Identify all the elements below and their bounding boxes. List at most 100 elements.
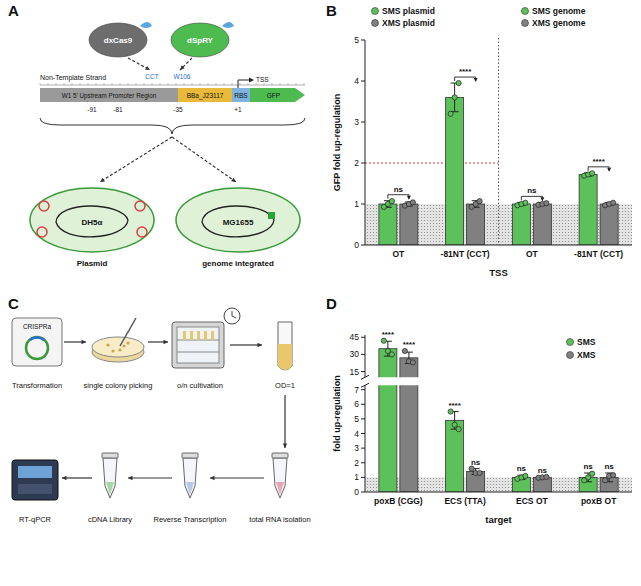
qpcr-machine bbox=[12, 460, 58, 500]
axes: 012345 bbox=[354, 35, 632, 250]
y-axis-title: GFP fold up-regulation bbox=[332, 94, 342, 191]
strand-tick bbox=[160, 83, 161, 85]
y-tick-label: 0 bbox=[354, 487, 359, 497]
significance-label: ns bbox=[394, 185, 404, 194]
arrow-head bbox=[81, 340, 86, 344]
colony bbox=[111, 349, 114, 352]
y-tick bbox=[361, 245, 365, 246]
y-tick bbox=[361, 404, 365, 405]
y-tick-label: 5 bbox=[354, 414, 359, 424]
replicate-point bbox=[544, 201, 549, 206]
y-tick-label: 4 bbox=[354, 76, 359, 86]
replicate-point bbox=[469, 466, 474, 471]
y-tick bbox=[361, 371, 365, 372]
y-tick bbox=[361, 492, 365, 493]
legend-label: SMS bbox=[577, 337, 596, 347]
panel-label: A bbox=[8, 2, 19, 19]
group-divider bbox=[498, 38, 499, 245]
arrow bbox=[62, 476, 92, 480]
category-label: poxB OT bbox=[581, 496, 617, 506]
y-tick bbox=[361, 163, 365, 164]
step-label: cDNA Library bbox=[88, 515, 132, 524]
significance-label: ns bbox=[538, 466, 548, 475]
legend-label: SMS genome bbox=[532, 6, 586, 16]
plasmid-icon bbox=[26, 337, 48, 359]
arrow-line bbox=[128, 58, 150, 70]
od-culture bbox=[278, 344, 292, 370]
colony bbox=[118, 348, 121, 351]
legend-marker bbox=[522, 8, 529, 15]
replicate-point bbox=[611, 473, 616, 478]
chart: Bns****ns****OT-81NT (CCT)OT-81NT (CCT)0… bbox=[326, 2, 632, 278]
brace bbox=[40, 118, 305, 134]
y-tick-label: 2 bbox=[354, 158, 359, 168]
pick-tip bbox=[120, 318, 136, 346]
strand-tick bbox=[288, 83, 289, 85]
position-label: -81 bbox=[113, 106, 123, 113]
y-tick bbox=[361, 448, 365, 449]
axis-break-mark bbox=[361, 375, 369, 379]
y-tick bbox=[361, 418, 365, 419]
chromosome bbox=[202, 206, 274, 237]
strand-tick bbox=[200, 83, 201, 85]
region-label: BBa_J23117 bbox=[187, 92, 224, 100]
strand-tick bbox=[120, 83, 121, 85]
x-axis-title: TSS bbox=[489, 267, 507, 278]
replicate-point bbox=[452, 95, 457, 100]
replicate-point bbox=[448, 111, 453, 116]
y-axis bbox=[365, 335, 366, 377]
y-tick bbox=[361, 433, 365, 434]
replicate-point bbox=[523, 200, 528, 205]
y-tick bbox=[361, 354, 365, 355]
tube-content bbox=[276, 482, 284, 495]
incubator-window bbox=[177, 327, 219, 363]
arrow-head bbox=[257, 343, 262, 347]
arrow-line bbox=[284, 395, 285, 448]
tube bbox=[103, 458, 117, 498]
strand-tick bbox=[48, 83, 49, 85]
arrow bbox=[100, 137, 172, 182]
y-axis bbox=[365, 40, 366, 245]
y-axis bbox=[365, 385, 366, 492]
strand-tick bbox=[88, 83, 89, 85]
strand-tick bbox=[96, 83, 97, 85]
plasmid bbox=[137, 227, 147, 237]
bar bbox=[446, 420, 464, 492]
figure: AdxCas9dSpRYNon-Template StrandCCTW106W1… bbox=[0, 0, 641, 586]
arrow-head bbox=[62, 476, 67, 480]
error-bar bbox=[451, 83, 459, 112]
clock bbox=[224, 308, 240, 324]
arrow bbox=[210, 476, 264, 480]
strand-tick bbox=[232, 83, 233, 85]
tube-content bbox=[106, 482, 114, 495]
significance-bracket bbox=[521, 196, 542, 200]
arrow-line bbox=[230, 344, 262, 345]
protein-label: dxCas9 bbox=[104, 36, 133, 45]
strand-tick bbox=[296, 83, 297, 85]
panel-c: CCRISPRaTransformationsingle colony pick… bbox=[8, 295, 311, 524]
replicate-point bbox=[477, 470, 482, 475]
arrow-head bbox=[128, 476, 133, 480]
tube-content bbox=[186, 482, 194, 495]
plasmid bbox=[135, 201, 145, 211]
tube-cap bbox=[102, 453, 118, 458]
strand-tick bbox=[128, 83, 129, 85]
threshold-line bbox=[365, 162, 499, 163]
axes: 01234567153045 bbox=[350, 332, 632, 497]
annotations: ns****ns**** bbox=[388, 67, 611, 201]
category-label: poxB (CGG) bbox=[374, 496, 423, 506]
host-form-label: genome integrated bbox=[202, 259, 274, 268]
strand-tick bbox=[104, 83, 105, 85]
strand-tick bbox=[304, 83, 305, 85]
bar bbox=[579, 174, 597, 245]
strand-tick bbox=[216, 83, 217, 85]
arrow-head bbox=[283, 443, 287, 448]
legend: SMSXMS bbox=[567, 337, 596, 360]
strand-tick bbox=[168, 83, 169, 85]
bar bbox=[533, 204, 551, 245]
panel-label: B bbox=[326, 2, 337, 19]
strand-tick bbox=[144, 83, 145, 85]
step-label: single colony picking bbox=[84, 381, 153, 390]
replicate-point bbox=[448, 409, 453, 414]
y-tick-label: 7 bbox=[354, 385, 359, 395]
